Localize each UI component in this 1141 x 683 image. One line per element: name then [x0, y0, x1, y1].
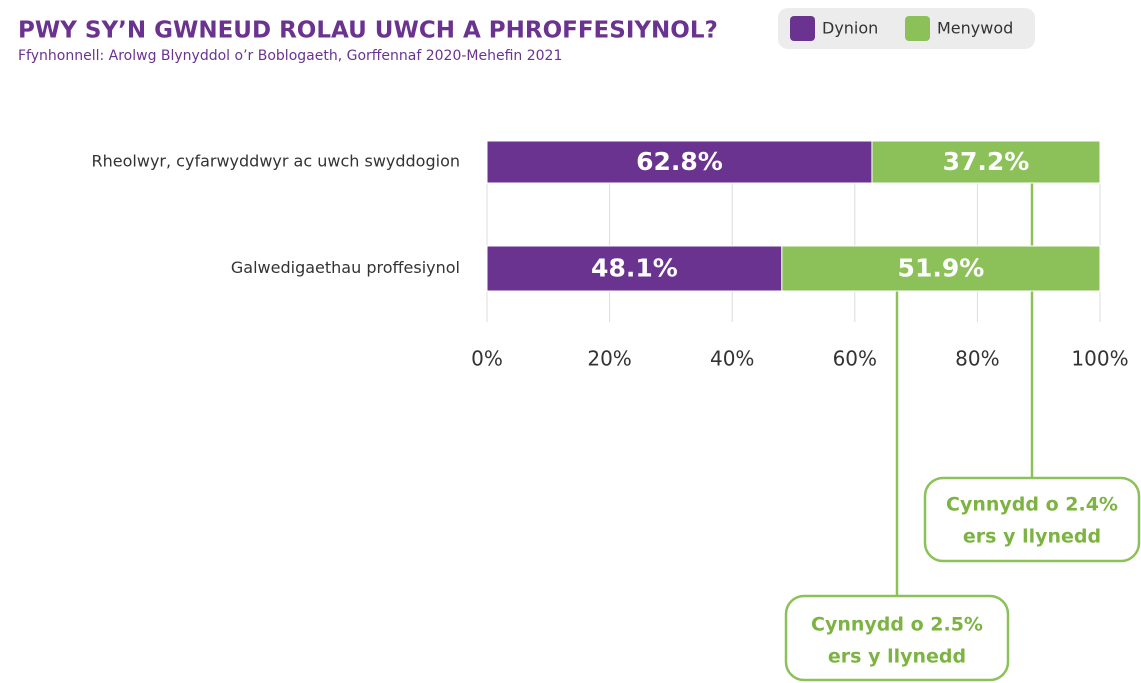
data-label: 48.1% [591, 254, 678, 283]
legend-swatch [905, 16, 930, 41]
legend-label: Menywod [937, 19, 1013, 38]
legend-swatch [790, 16, 815, 41]
x-tick-label: 80% [955, 347, 999, 371]
x-tick-label: 0% [471, 347, 503, 371]
x-tick-label: 100% [1071, 347, 1128, 371]
data-label: 37.2% [943, 147, 1030, 176]
bar [486, 140, 873, 184]
bar [486, 245, 783, 292]
x-tick-label: 60% [833, 347, 877, 371]
chart-subtitle: Ffynhonnell: Arolwg Blynyddol o’r Boblog… [18, 48, 562, 64]
data-label: 51.9% [898, 254, 985, 283]
bar [781, 245, 1101, 292]
annotation-text: ers y llynedd [963, 526, 1101, 548]
x-tick-label: 40% [710, 347, 754, 371]
data-label: 62.8% [636, 147, 723, 176]
y-tick-label: Galwedigaethau proffesiynol [231, 258, 460, 277]
chart-title: PWY SY’N GWNEUD ROLAU UWCH A PHROFFESIYN… [18, 18, 718, 44]
y-tick-label: Rheolwyr, cyfarwyddwyr ac uwch swyddogio… [92, 152, 460, 171]
bar [871, 140, 1101, 184]
annotation-text: ers y llynedd [828, 646, 966, 668]
legend-label: Dynion [822, 19, 878, 38]
annotation-text: Cynnydd o 2.5% [811, 614, 983, 636]
annotation-text: Cynnydd o 2.4% [946, 494, 1118, 516]
x-tick-label: 20% [587, 347, 631, 371]
annotation-box [923, 476, 1141, 563]
annotation-box [784, 594, 1010, 682]
